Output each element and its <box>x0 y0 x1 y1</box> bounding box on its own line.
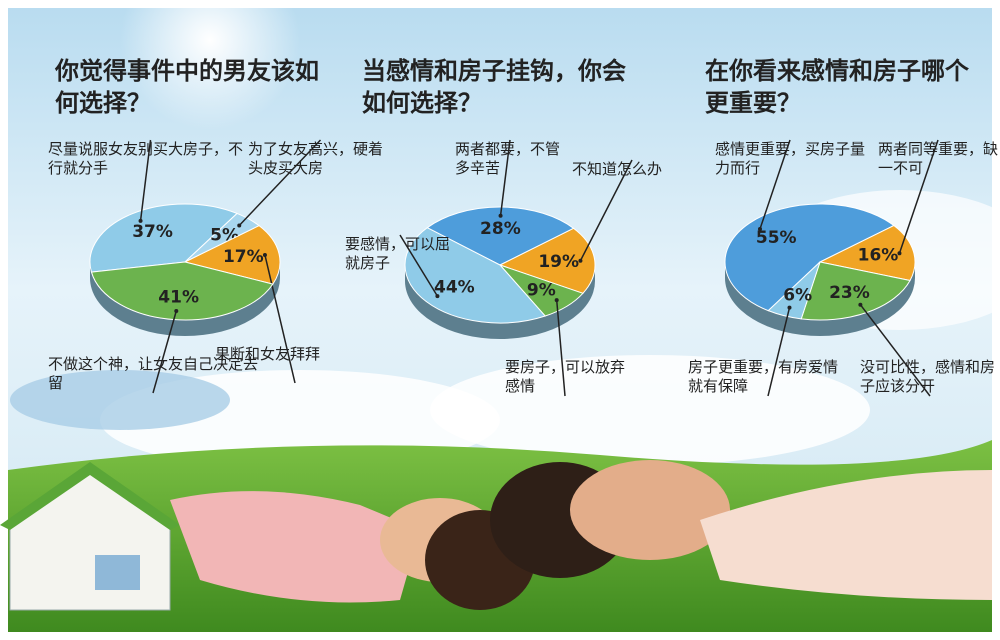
category-label: 不做这个神，让女友自己决定去留 <box>48 355 258 393</box>
value-label: 19% <box>538 252 579 272</box>
value-label: 16% <box>858 246 899 266</box>
infographic: 37%5%17%41%28%19%9%44%55%16%23%6% 你觉得事件中… <box>0 0 1000 640</box>
house-window <box>95 555 140 590</box>
value-label: 55% <box>756 228 797 248</box>
category-label: 没可比性，感情和房子应该分开 <box>860 358 1000 396</box>
chart-title: 你觉得事件中的男友该如何选择？ <box>55 55 330 119</box>
category-label: 两者都要，不管多辛苦 <box>455 140 565 178</box>
category-label: 为了女友高兴，硬着头皮买大房 <box>248 140 393 178</box>
value-label: 44% <box>434 278 475 298</box>
value-label: 41% <box>158 288 199 308</box>
chart-title: 在你看来感情和房子哪个更重要？ <box>705 55 980 119</box>
value-label: 6% <box>783 285 812 305</box>
value-label: 37% <box>132 222 173 242</box>
value-label: 23% <box>829 283 870 303</box>
value-label: 17% <box>223 247 264 267</box>
category-label: 两者同等重要，缺一不可 <box>878 140 998 178</box>
category-label: 尽量说服女友别买大房子，不行就分手 <box>48 140 253 178</box>
value-label: 9% <box>527 281 556 301</box>
value-label: 28% <box>480 219 521 239</box>
category-label: 不知道怎么办 <box>572 160 692 179</box>
category-label: 要房子，可以放弃感情 <box>505 358 625 396</box>
category-label: 要感情，可以屈就房子 <box>345 235 455 273</box>
chart-title: 当感情和房子挂钩，你会如何选择？ <box>362 55 637 119</box>
category-label: 感情更重要，买房子量力而行 <box>715 140 865 178</box>
man-face <box>570 460 730 560</box>
category-label: 房子更重要，有房爱情就有保障 <box>688 358 848 396</box>
